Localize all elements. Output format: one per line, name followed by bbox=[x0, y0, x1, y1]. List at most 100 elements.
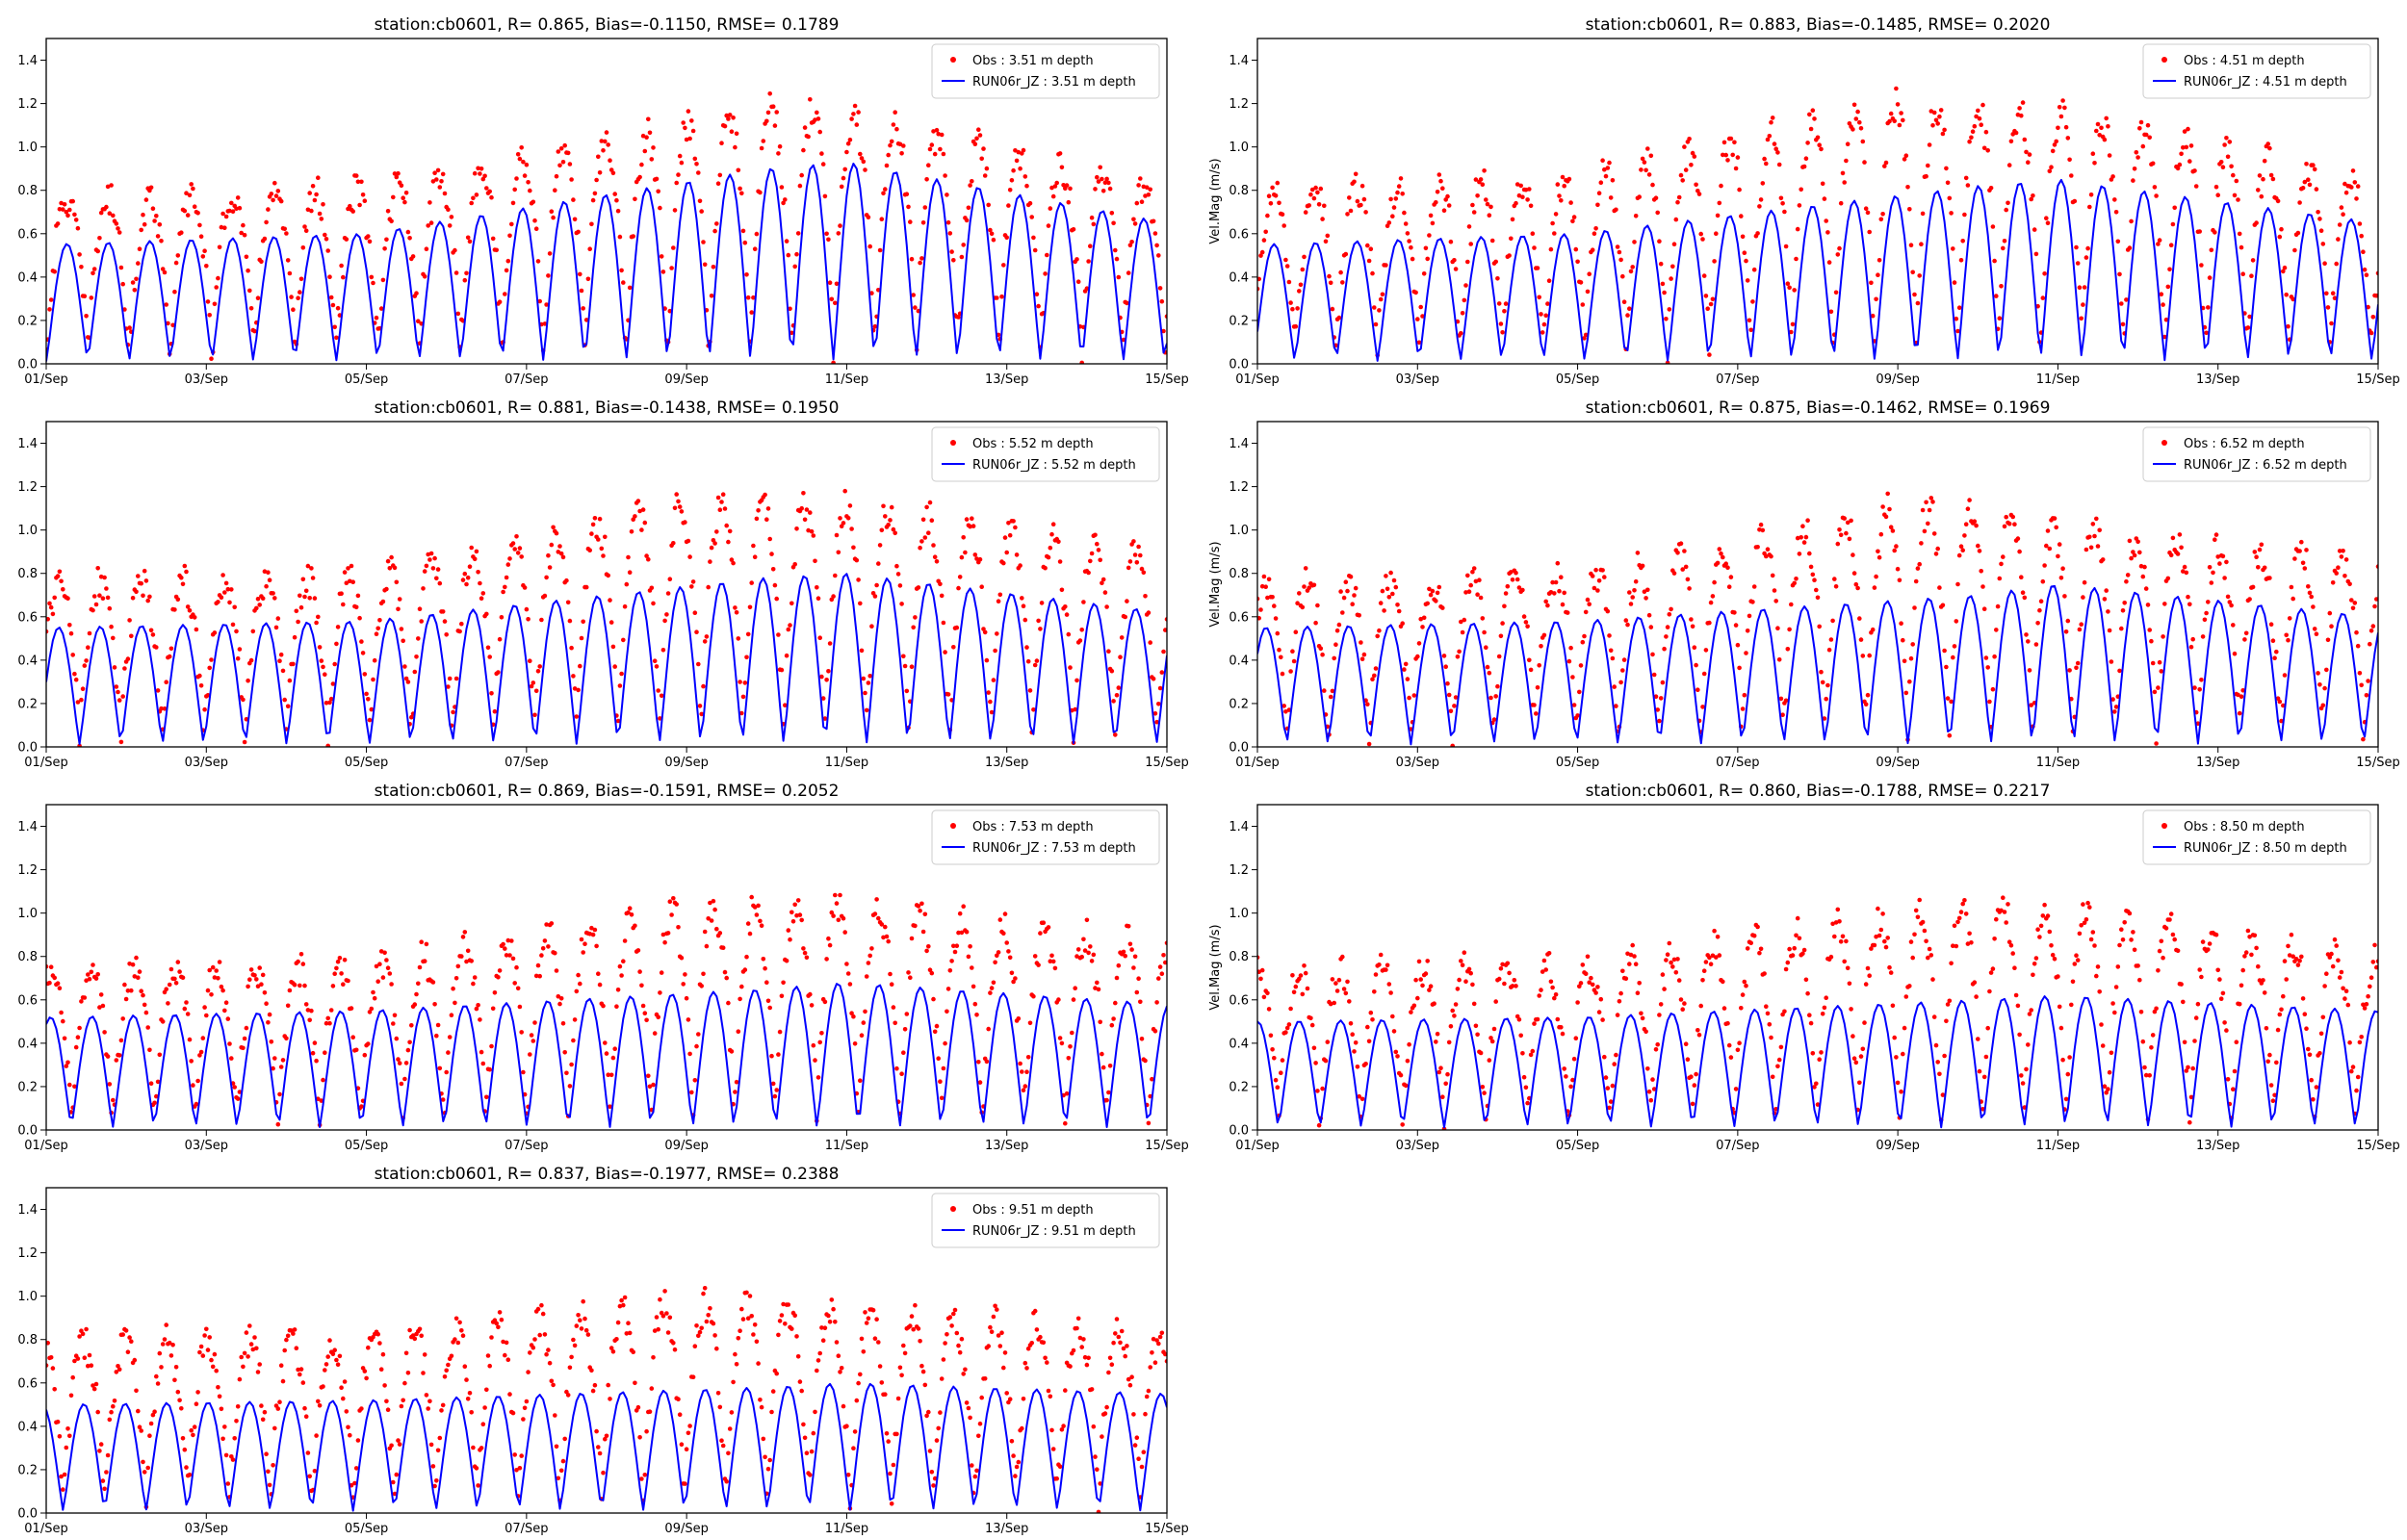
obs-point bbox=[1787, 946, 1792, 952]
obs-point bbox=[1363, 1062, 1368, 1066]
obs-point bbox=[681, 120, 686, 125]
obs-point bbox=[1783, 698, 1789, 704]
obs-point bbox=[911, 625, 916, 630]
obs-point bbox=[2145, 122, 2151, 128]
y-tick-label: 0.4 bbox=[17, 270, 38, 285]
obs-point bbox=[123, 996, 129, 1002]
obs-point bbox=[1095, 980, 1100, 986]
obs-point bbox=[422, 959, 427, 963]
obs-point bbox=[2231, 623, 2236, 628]
obs-point bbox=[943, 173, 947, 178]
obs-point bbox=[497, 636, 503, 642]
obs-point bbox=[674, 492, 679, 497]
obs-point bbox=[1947, 732, 1953, 738]
obs-point bbox=[2182, 129, 2187, 134]
obs-point bbox=[1614, 704, 1618, 708]
obs-point bbox=[539, 953, 544, 958]
obs-point bbox=[202, 248, 207, 254]
obs-point bbox=[2207, 275, 2213, 280]
obs-point bbox=[1011, 1453, 1016, 1458]
obs-point bbox=[1655, 707, 1660, 712]
obs-point bbox=[353, 1047, 359, 1053]
x-tick-label: 13/Sep bbox=[2196, 1139, 2239, 1153]
obs-point bbox=[856, 578, 861, 582]
obs-point bbox=[649, 585, 655, 591]
legend-box bbox=[2142, 809, 2371, 865]
obs-point bbox=[1473, 578, 1479, 584]
obs-point bbox=[107, 211, 113, 216]
obs-point bbox=[1751, 584, 1757, 589]
obs-point bbox=[995, 953, 999, 959]
obs-point bbox=[1131, 217, 1136, 222]
obs-point bbox=[847, 503, 853, 508]
obs-point bbox=[432, 170, 437, 175]
obs-point bbox=[2327, 955, 2333, 960]
obs-point bbox=[961, 904, 966, 909]
obs-point bbox=[1313, 185, 1318, 191]
obs-point bbox=[409, 714, 414, 720]
obs-point bbox=[127, 325, 132, 330]
obs-point bbox=[742, 240, 748, 245]
obs-point bbox=[1646, 172, 1652, 177]
legend-obs-marker bbox=[950, 823, 956, 829]
obs-point bbox=[819, 1325, 824, 1330]
obs-point bbox=[2293, 957, 2299, 962]
obs-point bbox=[1445, 193, 1450, 199]
obs-point bbox=[820, 696, 826, 701]
obs-point bbox=[1571, 1056, 1577, 1062]
obs-point bbox=[134, 955, 139, 961]
obs-point bbox=[1043, 565, 1048, 571]
obs-point bbox=[1628, 602, 1634, 606]
obs-point bbox=[894, 1431, 899, 1437]
obs-point bbox=[55, 574, 61, 578]
obs-point bbox=[244, 1330, 249, 1335]
y-axis-label: Vel.Mag (m/s) bbox=[1208, 924, 1223, 1010]
obs-point bbox=[1528, 667, 1534, 673]
obs-point bbox=[2366, 679, 2370, 683]
obs-point bbox=[1259, 249, 1265, 255]
obs-point bbox=[1707, 955, 1712, 961]
obs-point bbox=[2088, 192, 2094, 197]
obs-point bbox=[971, 984, 976, 989]
obs-point bbox=[587, 246, 592, 252]
obs-point bbox=[1570, 1077, 1575, 1083]
obs-point bbox=[1805, 518, 1810, 523]
obs-point bbox=[1438, 1065, 1443, 1070]
obs-point bbox=[451, 709, 455, 715]
obs-point bbox=[866, 680, 871, 685]
obs-point bbox=[1520, 587, 1525, 593]
obs-point bbox=[1887, 964, 1892, 970]
obs-point bbox=[1330, 306, 1335, 312]
obs-point bbox=[300, 244, 306, 250]
obs-point bbox=[321, 202, 325, 207]
obs-point bbox=[589, 1368, 594, 1373]
obs-point bbox=[2207, 941, 2213, 946]
obs-point bbox=[1518, 183, 1523, 189]
obs-point bbox=[621, 959, 626, 963]
obs-point bbox=[1797, 203, 1802, 208]
obs-point bbox=[631, 234, 635, 239]
obs-point bbox=[2318, 228, 2324, 233]
obs-point bbox=[1532, 245, 1537, 250]
obs-point bbox=[1323, 239, 1329, 244]
obs-point bbox=[479, 1446, 484, 1450]
obs-point bbox=[355, 179, 361, 185]
obs-point bbox=[1063, 1388, 1068, 1393]
obs-point bbox=[1418, 616, 1423, 622]
obs-point bbox=[1290, 973, 1295, 978]
obs-point bbox=[294, 1346, 299, 1350]
obs-point bbox=[1089, 959, 1095, 963]
obs-point bbox=[736, 1029, 741, 1034]
obs-point bbox=[399, 1403, 404, 1409]
obs-point bbox=[1849, 518, 1853, 524]
obs-point bbox=[1762, 971, 1767, 976]
obs-point bbox=[1583, 609, 1589, 615]
obs-point bbox=[761, 1436, 766, 1442]
obs-point bbox=[909, 256, 915, 262]
obs-point bbox=[2161, 302, 2165, 307]
obs-point bbox=[537, 1332, 542, 1338]
obs-point bbox=[1915, 300, 1921, 306]
obs-point bbox=[512, 187, 517, 192]
obs-point bbox=[1465, 573, 1470, 578]
obs-point bbox=[1385, 962, 1390, 968]
